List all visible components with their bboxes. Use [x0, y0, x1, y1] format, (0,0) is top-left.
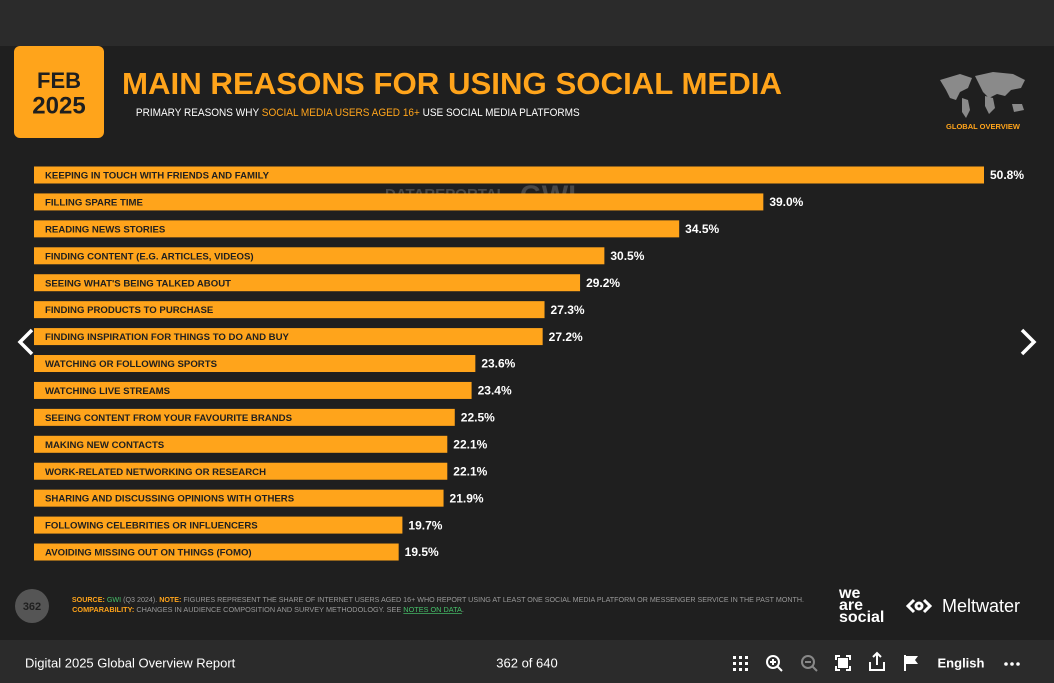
- category-label: WATCHING OR FOLLOWING SPORTS: [45, 359, 218, 370]
- value-label: 21.9%: [450, 491, 484, 505]
- badge: GLOBAL OVERVIEW: [946, 122, 1021, 131]
- year: 2025: [32, 92, 85, 119]
- title: MAIN REASONS FOR USING SOCIAL MEDIA: [122, 66, 782, 101]
- category-label: AVOIDING MISSING OUT ON THINGS (FOMO): [45, 548, 252, 559]
- value-label: 27.3%: [551, 303, 585, 317]
- bar: [34, 516, 403, 534]
- bar: [34, 274, 581, 292]
- date-tab: [14, 46, 104, 138]
- value-label: 30.5%: [610, 249, 644, 263]
- source-part: FIGURES REPRESENT THE SHARE OF INTERNET …: [183, 597, 804, 604]
- flag-icon[interactable]: [904, 655, 918, 671]
- category-label: WORK-RELATED NETWORKING OR RESEARCH: [45, 467, 266, 478]
- top-strip: [0, 0, 1054, 46]
- zoom-in-icon[interactable]: [766, 655, 783, 672]
- logo-text: social: [839, 609, 884, 626]
- subtitle-part: USE SOCIAL MEDIA PLATFORMS: [420, 107, 580, 119]
- bar: [34, 489, 444, 507]
- source-part: SOURCE:: [72, 597, 107, 604]
- bar: [34, 193, 764, 211]
- bar: [34, 543, 399, 561]
- next-arrow[interactable]: [1020, 328, 1037, 356]
- toolbar: [0, 640, 1054, 683]
- comparability-part: COMPARABILITY:: [72, 607, 136, 614]
- logo-text: we: [838, 585, 860, 602]
- value-label: 23.4%: [478, 384, 512, 398]
- logo-text: Meltwater: [942, 596, 1020, 616]
- logo-text: are: [839, 597, 863, 614]
- comparability-part: CHANGES IN AUDIENCE COMPOSITION AND SURV…: [136, 607, 403, 614]
- category-label: FINDING INSPIRATION FOR THINGS TO DO AND…: [45, 332, 290, 343]
- source-part: NOTE:: [159, 597, 183, 604]
- page-badge: [15, 589, 49, 623]
- bar: [34, 247, 605, 265]
- bar: [34, 381, 472, 399]
- bar: [34, 355, 476, 373]
- value-label: 23.6%: [481, 357, 515, 371]
- fit-icon[interactable]: [835, 655, 851, 671]
- value-label: 29.2%: [586, 276, 620, 290]
- category-label: FINDING CONTENT (E.G. ARTICLES, VIDEOS): [45, 251, 254, 262]
- page-badge-text: 362: [23, 601, 41, 613]
- category-label: READING NEWS STORIES: [45, 224, 166, 235]
- value-label: 34.5%: [685, 222, 719, 236]
- category-label: SHARING AND DISCUSSING OPINIONS WITH OTH…: [45, 494, 295, 505]
- category-label: FILLING SPARE TIME: [45, 197, 143, 208]
- meltwater-icon: [905, 598, 933, 614]
- value-label: 19.5%: [405, 545, 439, 559]
- value-label: 50.8%: [990, 168, 1024, 182]
- bar: [34, 435, 448, 453]
- source-part: (Q3 2024).: [121, 597, 159, 604]
- comparability-part: .: [462, 607, 464, 614]
- value-label: 27.2%: [549, 330, 583, 344]
- grid-icon[interactable]: [733, 656, 748, 671]
- subtitle-part: SOCIAL MEDIA USERS AGED 16+: [262, 107, 420, 119]
- source-part: GWI: [107, 597, 121, 604]
- more-icon[interactable]: [1004, 662, 1020, 666]
- source-line: SOURCE: GWI (Q3 2024). NOTE: FIGURES REP…: [62, 597, 810, 604]
- category-label: FINDING PRODUCTS TO PURCHASE: [45, 305, 214, 316]
- category-label: MAKING NEW CONTACTS: [45, 440, 165, 451]
- language[interactable]: English: [938, 655, 985, 670]
- bar: [34, 408, 455, 426]
- category-label: KEEPING IN TOUCH WITH FRIENDS AND FAMILY: [45, 171, 270, 182]
- bar: [34, 301, 545, 319]
- value-label: 22.5%: [461, 411, 495, 425]
- category-label: FOLLOWING CELEBRITIES OR INFLUENCERS: [45, 521, 258, 532]
- value-label: 22.1%: [453, 437, 487, 451]
- category-label: WATCHING LIVE STREAMS: [45, 386, 171, 397]
- comparability-line: COMPARABILITY: CHANGES IN AUDIENCE COMPO…: [62, 607, 470, 614]
- bar: [34, 328, 543, 346]
- zoom-out-icon[interactable]: [801, 655, 818, 672]
- bar: [34, 462, 448, 480]
- subtitle: PRIMARY REASONS WHY SOCIAL MEDIA USERS A…: [122, 107, 588, 119]
- value-label: 39.0%: [769, 195, 803, 209]
- report-title: Digital 2025 Global Overview Report: [25, 655, 236, 670]
- share-icon[interactable]: [869, 651, 885, 671]
- world-map: [940, 72, 1025, 118]
- month: FEB: [37, 68, 81, 93]
- value-label: 22.1%: [453, 464, 487, 478]
- category-label: SEEING CONTENT FROM YOUR FAVOURITE BRAND…: [45, 413, 293, 424]
- prev-arrow[interactable]: [17, 328, 34, 356]
- value-label: 19.7%: [408, 518, 442, 532]
- bar: [34, 220, 680, 238]
- bar: [34, 166, 984, 184]
- category-label: SEEING WHAT'S BEING TALKED ABOUT: [45, 278, 231, 289]
- page-counter: 362 of 640: [496, 655, 557, 670]
- notes-link[interactable]: NOTES ON DATA: [403, 607, 462, 614]
- bar-chart: KEEPING IN TOUCH WITH FRIENDS AND FAMILY…: [34, 166, 1024, 561]
- subtitle-part: PRIMARY REASONS WHY: [136, 107, 262, 119]
